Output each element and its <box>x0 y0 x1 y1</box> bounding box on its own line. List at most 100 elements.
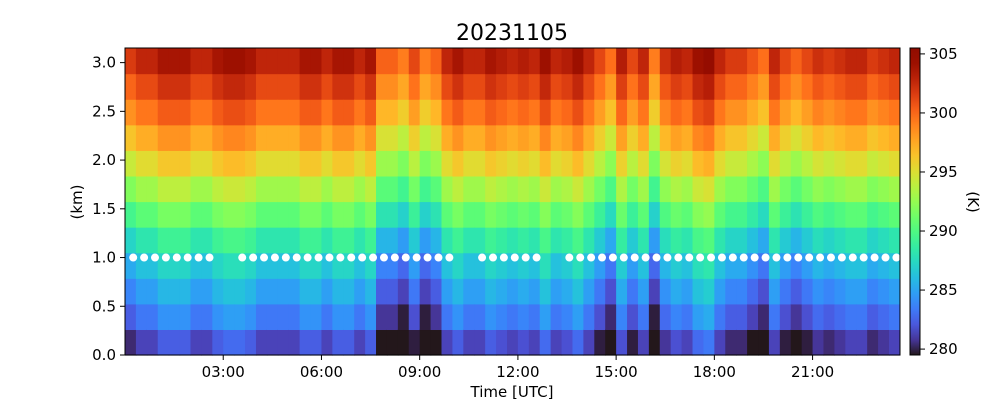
heatmap-cell <box>332 227 344 254</box>
heatmap-cell <box>659 303 672 331</box>
heatmap-cell <box>168 99 181 126</box>
heatmap-cell <box>779 150 792 177</box>
heatmap-cell <box>539 329 552 356</box>
heatmap-cell <box>878 175 890 203</box>
heatmap-cell <box>736 150 748 177</box>
heatmap-cell <box>725 278 737 305</box>
heatmap-cell <box>670 201 683 228</box>
heatmap-cell <box>888 303 901 331</box>
heatmap-cell <box>255 73 268 100</box>
heatmap-cell <box>550 329 563 356</box>
heatmap-cell <box>703 175 715 203</box>
heatmap-cell <box>277 278 290 305</box>
heatmap-cell <box>125 227 137 254</box>
heatmap-cell <box>125 303 137 331</box>
heatmap-cell <box>747 124 759 151</box>
heatmap-cell <box>528 201 541 228</box>
heatmap-cell <box>790 124 803 151</box>
heatmap-cell <box>627 252 639 279</box>
heatmap-cell <box>419 48 432 75</box>
boundary-layer-point <box>238 253 247 262</box>
heatmap-cell <box>725 175 737 203</box>
heatmap-cell <box>299 303 312 331</box>
boundary-layer-point <box>325 253 334 262</box>
heatmap-cell <box>834 201 846 228</box>
heatmap-cell <box>823 150 835 177</box>
heatmap-cell <box>474 48 486 75</box>
heatmap-cell <box>506 201 519 228</box>
heatmap-cell <box>299 48 312 75</box>
heatmap-cell <box>845 201 857 228</box>
heatmap-cell <box>255 150 268 177</box>
heatmap-cell <box>135 150 148 177</box>
heatmap-cell <box>714 227 726 254</box>
heatmap-cell <box>747 278 759 305</box>
heatmap-cell <box>365 278 377 305</box>
heatmap-cell <box>146 124 159 151</box>
heatmap-cell <box>768 201 781 228</box>
heatmap-cell <box>736 124 748 151</box>
heatmap-cell <box>506 303 519 331</box>
heatmap-cell <box>201 303 213 331</box>
heatmap-cell <box>736 278 748 305</box>
boundary-layer-point <box>663 253 672 262</box>
heatmap-cell <box>681 329 694 356</box>
heatmap-cell <box>190 48 202 75</box>
heatmap-cell <box>255 278 268 305</box>
heatmap-cell <box>376 124 388 151</box>
heatmap-cell <box>212 303 224 331</box>
heatmap-cell <box>692 252 705 279</box>
heatmap-cell <box>583 252 595 279</box>
heatmap-cell <box>725 150 737 177</box>
heatmap-cell <box>223 150 235 177</box>
heatmap-cell <box>856 329 868 356</box>
heatmap-cell <box>856 73 868 100</box>
boundary-layer-point <box>608 253 617 262</box>
heatmap-cell <box>277 124 290 151</box>
heatmap-cell <box>321 124 333 151</box>
heatmap-cell <box>627 124 639 151</box>
heatmap-cell <box>168 124 181 151</box>
heatmap-cell <box>888 150 901 177</box>
heatmap-cell <box>288 175 301 203</box>
heatmap-cell <box>539 99 552 126</box>
heatmap-cell <box>856 124 868 151</box>
heatmap-cell <box>266 48 279 75</box>
heatmap-cell <box>288 48 301 75</box>
heatmap-cell <box>168 227 181 254</box>
heatmap-cell <box>463 124 475 151</box>
heatmap-cell <box>845 329 857 356</box>
heatmap-cell <box>452 201 464 228</box>
heatmap-cell <box>485 252 497 279</box>
heatmap-cell <box>321 303 333 331</box>
heatmap-cell <box>245 278 257 305</box>
boundary-layer-point <box>696 253 705 262</box>
heatmap-cell <box>223 278 235 305</box>
heatmap-cell <box>637 252 650 279</box>
heatmap-cell <box>255 201 268 228</box>
heatmap-cell <box>616 99 628 126</box>
heatmap-cell <box>496 201 508 228</box>
heatmap-cell <box>125 48 137 75</box>
heatmap-cell <box>594 48 606 75</box>
boundary-layer-point <box>249 253 258 262</box>
heatmap-cell <box>255 303 268 331</box>
heatmap-cell <box>659 99 672 126</box>
heatmap-cell <box>856 227 868 254</box>
heatmap-cell <box>681 150 694 177</box>
heatmap-cell <box>692 175 705 203</box>
boundary-layer-point <box>488 253 497 262</box>
heatmap-cell <box>179 252 192 279</box>
heatmap-cell <box>790 278 803 305</box>
heatmap-cell <box>692 329 705 356</box>
heatmap-cell <box>659 201 672 228</box>
heatmap-cell <box>245 150 257 177</box>
heatmap-cell <box>277 329 290 356</box>
heatmap-cell <box>321 175 333 203</box>
heatmap-cell <box>692 278 705 305</box>
heatmap-cell <box>277 227 290 254</box>
heatmap-cell <box>572 73 584 100</box>
heatmap-cell <box>354 48 366 75</box>
heatmap-cell <box>823 73 835 100</box>
heatmap-cell <box>790 252 803 279</box>
